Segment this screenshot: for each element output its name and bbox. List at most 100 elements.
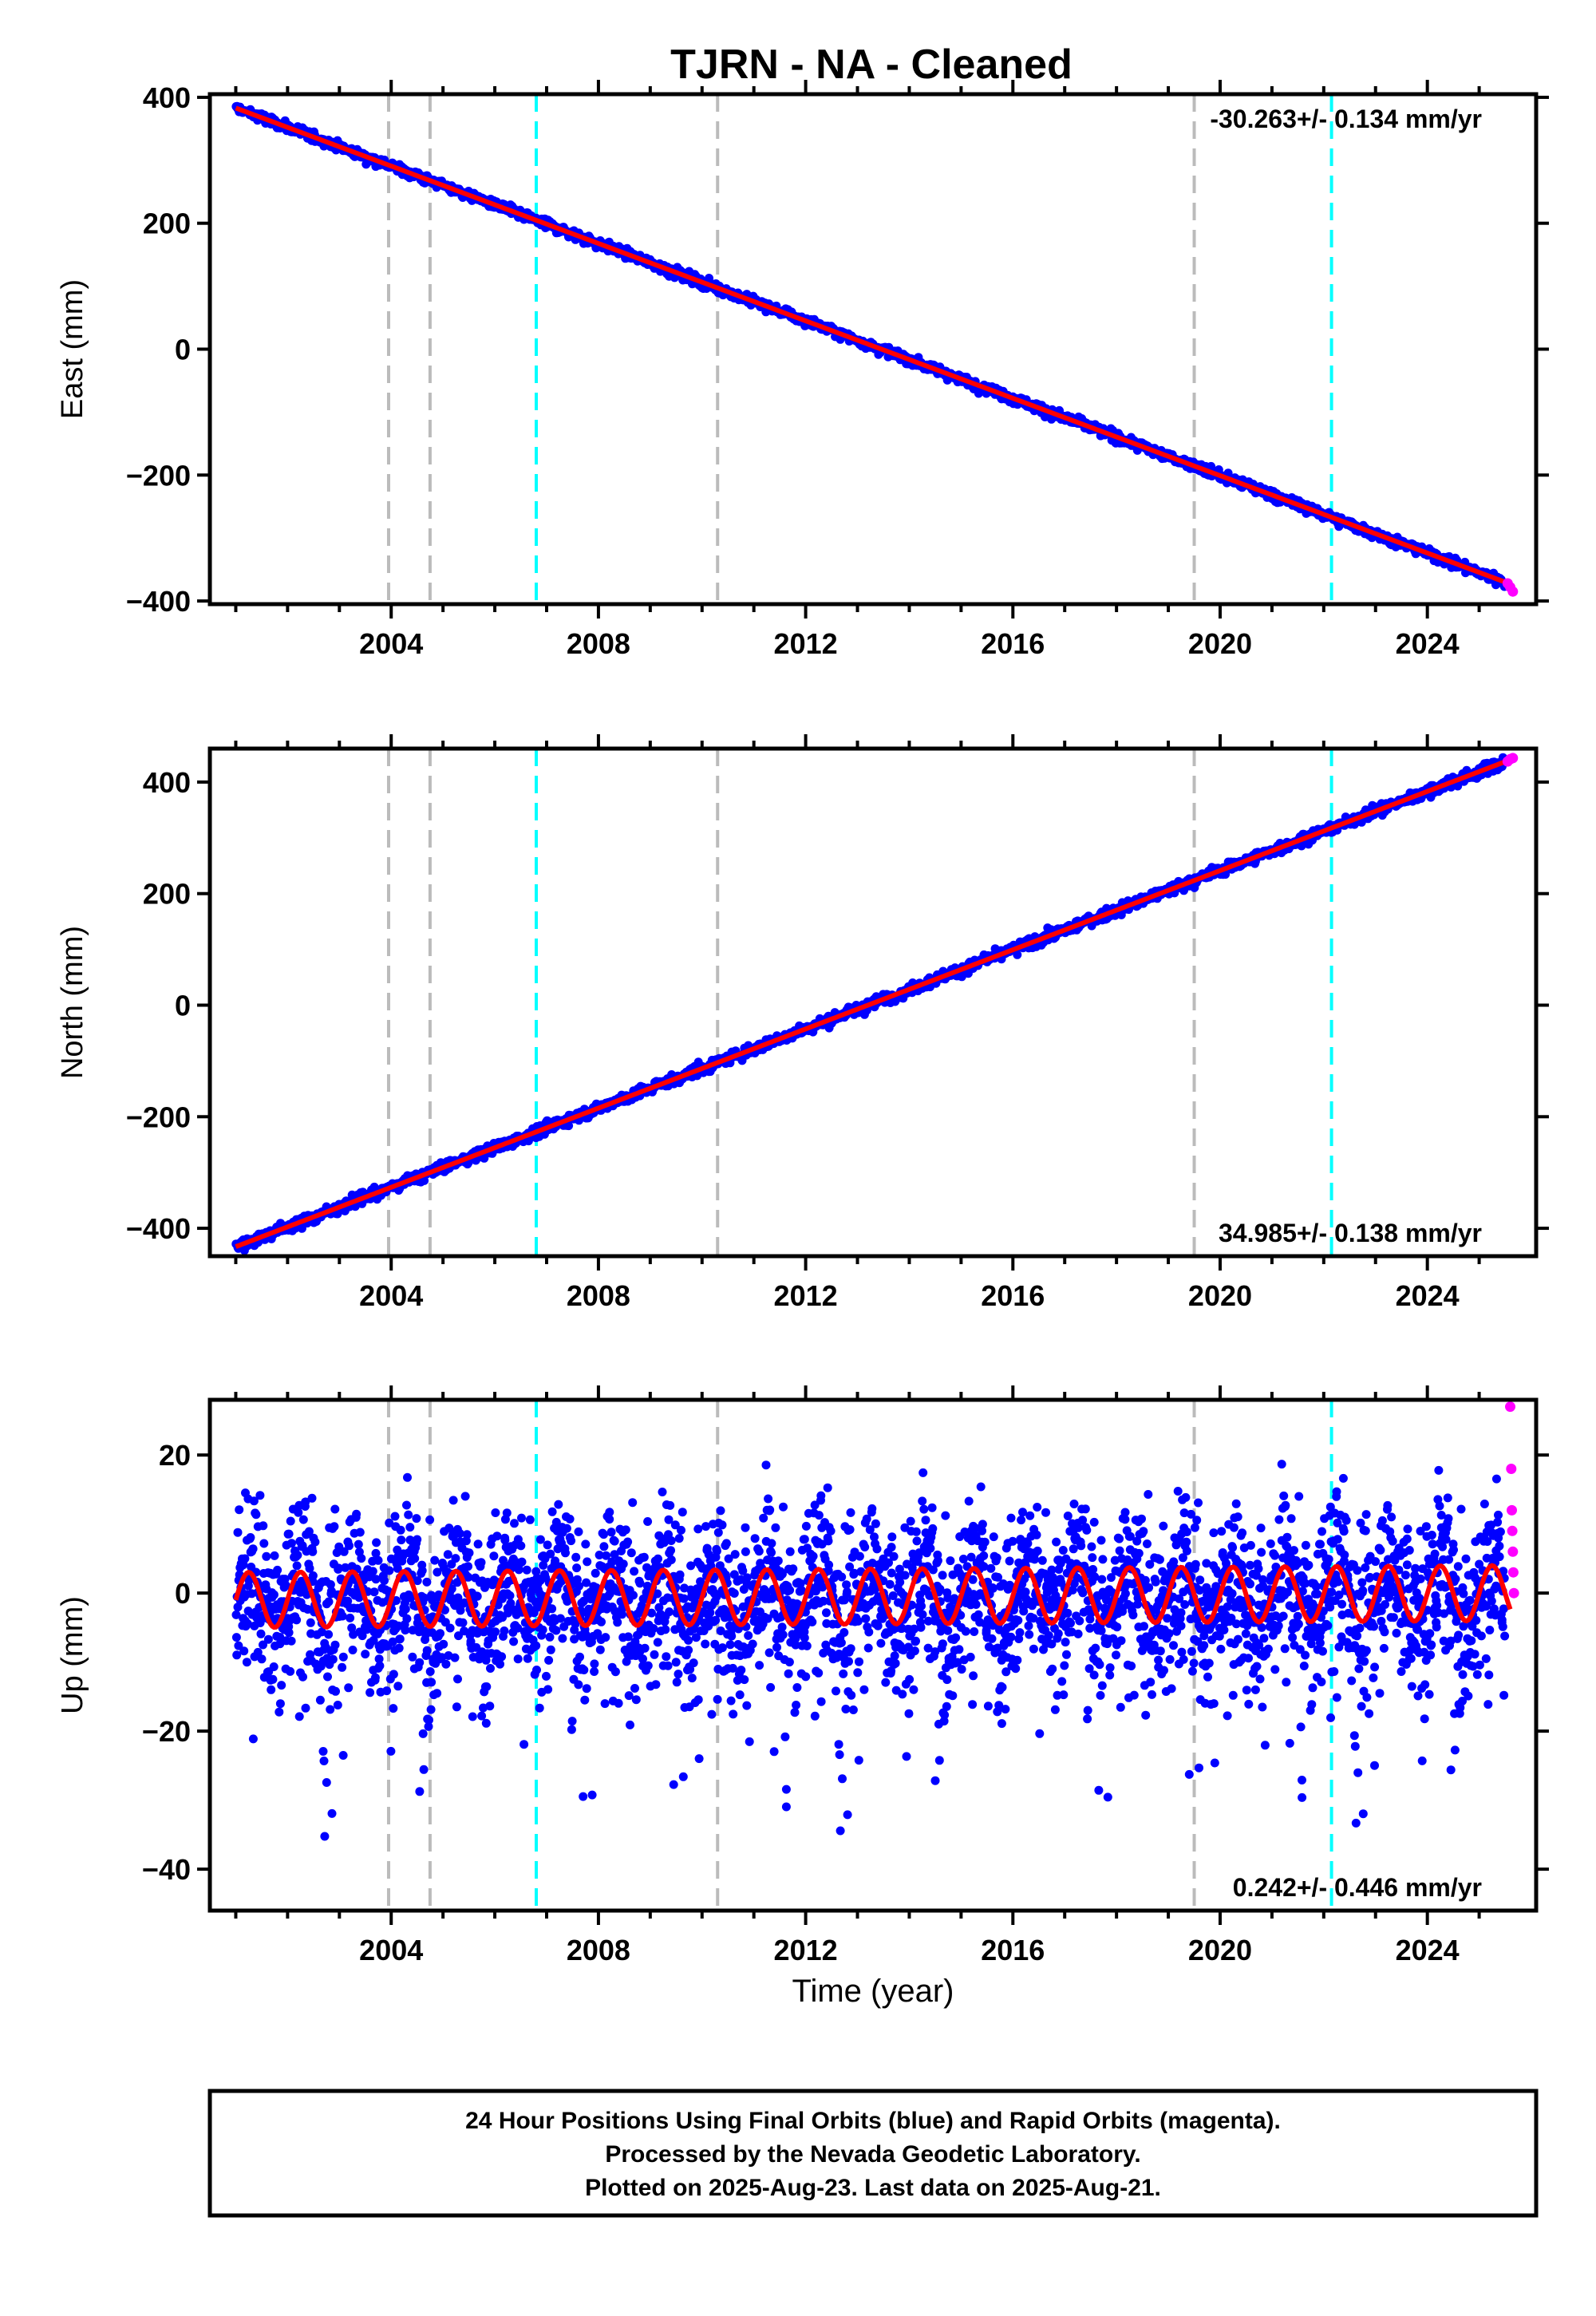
- data-point: [575, 1652, 584, 1662]
- data-point: [439, 1639, 448, 1649]
- data-point: [754, 1547, 764, 1556]
- data-point: [666, 1555, 676, 1564]
- data-point: [575, 1582, 583, 1591]
- data-point: [500, 1535, 510, 1545]
- data-point: [345, 1541, 354, 1551]
- data-point: [544, 1655, 554, 1665]
- data-point: [740, 1675, 749, 1685]
- data-point: [755, 1661, 764, 1670]
- data-point: [517, 1557, 527, 1567]
- data-point: [425, 1515, 435, 1524]
- data-point: [273, 1565, 282, 1575]
- data-point: [476, 1558, 486, 1567]
- data-point: [574, 1680, 583, 1690]
- data-point: [845, 1562, 855, 1571]
- data-point: [653, 1589, 662, 1599]
- data-point: [823, 1483, 832, 1492]
- data-point: [846, 1508, 855, 1517]
- data-point: [424, 1721, 433, 1731]
- data-point: [767, 1547, 776, 1557]
- data-point: [765, 1505, 775, 1515]
- data-point: [472, 1591, 482, 1601]
- x-tick-label: 2020: [1188, 1279, 1252, 1312]
- data-point: [563, 1597, 572, 1606]
- data-point: [284, 1628, 294, 1638]
- data-point: [567, 1725, 576, 1734]
- data-point: [618, 1559, 628, 1569]
- data-point: [546, 1549, 555, 1559]
- data-point: [716, 1506, 725, 1516]
- data-point: [341, 1563, 350, 1572]
- data-point: [298, 1672, 307, 1682]
- data-point: [579, 1792, 588, 1801]
- data-point: [286, 1539, 296, 1548]
- data-point: [475, 1654, 484, 1664]
- data-point: [371, 1575, 381, 1584]
- data-point: [456, 1606, 465, 1615]
- data-point: [436, 1629, 444, 1638]
- data-point: [294, 1712, 304, 1721]
- data-point: [748, 1639, 757, 1649]
- y-axis-label-north: North (mm): [56, 926, 89, 1079]
- data-point: [814, 1668, 824, 1678]
- data-point: [315, 1695, 325, 1705]
- data-point: [425, 1667, 435, 1676]
- data-point: [301, 1703, 310, 1713]
- x-tick-label: 2020: [1188, 627, 1252, 660]
- data-point: [622, 1657, 631, 1666]
- data-point: [558, 1634, 567, 1643]
- data-point: [1013, 950, 1022, 959]
- data-point: [281, 1581, 290, 1591]
- data-point: [610, 1536, 619, 1546]
- data-point: [535, 1535, 545, 1544]
- data-point: [843, 1587, 851, 1597]
- data-point: [326, 1580, 335, 1589]
- data-point: [403, 1472, 412, 1482]
- data-point: [671, 1658, 681, 1667]
- data-point: [610, 1550, 619, 1559]
- data-point: [242, 1658, 251, 1667]
- data-point: [318, 1747, 328, 1756]
- data-point: [330, 1504, 340, 1514]
- data-point: [841, 1705, 851, 1713]
- data-point: [689, 1658, 698, 1668]
- data-point: [543, 1685, 553, 1694]
- data-point: [412, 1514, 421, 1524]
- data-point: [322, 1778, 331, 1787]
- data-point: [796, 1579, 805, 1588]
- data-point: [693, 1524, 703, 1534]
- x-tick-label: 2016: [981, 1279, 1045, 1312]
- model-line-east: [235, 105, 1511, 587]
- data-point: [519, 1740, 529, 1749]
- data-point: [292, 1615, 302, 1625]
- data-point: [853, 1668, 863, 1678]
- data-point: [430, 1555, 440, 1565]
- data-point: [631, 1695, 641, 1705]
- rapid-point: [1507, 753, 1519, 764]
- data-point: [301, 1497, 310, 1507]
- data-point: [658, 1488, 667, 1496]
- data-point: [745, 1737, 754, 1746]
- data-point: [684, 1635, 693, 1645]
- data-point: [453, 1674, 462, 1684]
- data-point: [653, 1638, 662, 1647]
- data-point: [330, 1522, 339, 1531]
- data-point: [626, 1548, 636, 1558]
- data-point: [779, 1502, 788, 1512]
- data-point: [546, 1645, 555, 1654]
- data-point: [420, 1593, 429, 1603]
- data-point: [292, 1561, 302, 1571]
- data-point: [499, 1555, 508, 1565]
- data-point: [579, 1666, 589, 1674]
- data-point: [280, 1575, 290, 1584]
- data-point: [347, 1623, 357, 1633]
- data-point: [413, 1535, 422, 1544]
- data-point: [837, 1572, 847, 1582]
- data-point: [581, 1539, 591, 1549]
- data-point: [791, 1640, 800, 1650]
- data-point: [738, 1566, 748, 1575]
- data-point: [844, 1657, 853, 1666]
- data-point: [517, 1513, 526, 1523]
- data-point: [452, 1702, 461, 1712]
